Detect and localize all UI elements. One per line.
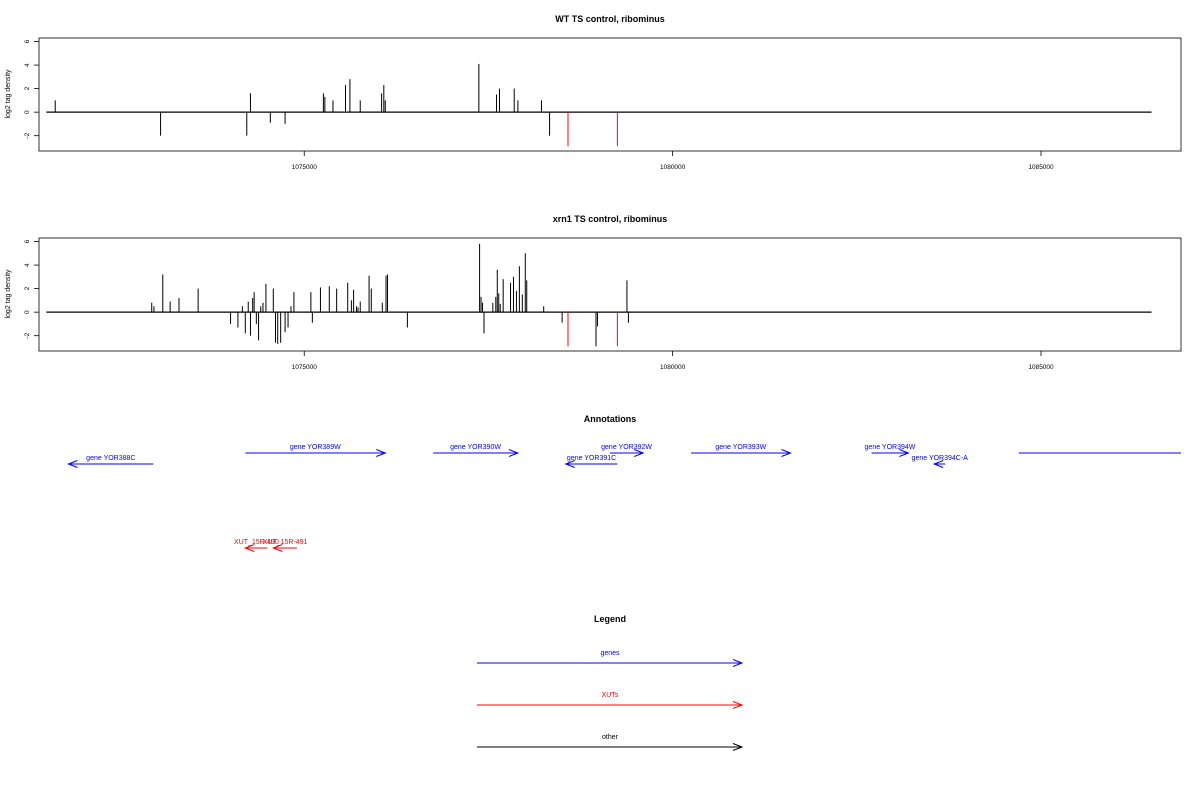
xrn1-track-title: xrn1 TS control, ribominus (553, 214, 668, 224)
wt-plot-frame (38, 37, 1182, 152)
xrn1-x-tick-label: 1085000 (1028, 364, 1054, 371)
gene-arrow-head (67, 460, 78, 468)
wt-y-tick-label: 0 (24, 110, 31, 114)
xrn1-density-bars (46, 243, 1152, 347)
gene-arrow-head (376, 449, 387, 457)
gene-arrow-head (508, 449, 520, 457)
legend-arrow-head (732, 743, 744, 751)
xrn1-y-tick-label: 0 (24, 310, 31, 314)
xut-arrow-head (243, 544, 255, 552)
gene-arrow-head (781, 449, 792, 457)
wt-y-axis-label: log2 tag density (5, 69, 12, 119)
wt-y-tick-label: 6 (24, 39, 31, 43)
xrn1-y-tick-label: 6 (24, 239, 31, 243)
wt-x-axis: 1075000 1080000 1085000 (292, 151, 1054, 171)
wt-y-tick-label: -2 (24, 132, 31, 138)
xrn1-y-axis-label: log2 tag density (5, 269, 12, 319)
gene-label: gene YOR390W (450, 444, 501, 451)
wt-y-tick-label: 4 (24, 63, 31, 67)
xrn1-x-axis: 1075000 1080000 1085000 (292, 351, 1054, 371)
xrn1-plot-frame (38, 237, 1182, 352)
legend-label: XUTs (602, 692, 619, 699)
wt-track-title: WT TS control, ribominus (555, 14, 665, 24)
gene-arrow-head (633, 449, 645, 457)
legend-label: genes (600, 650, 620, 657)
wt-x-tick-label: 1080000 (660, 164, 686, 171)
gene-label: gene YOR394W (865, 444, 916, 451)
xrn1-x-tick-label: 1075000 (292, 364, 318, 371)
xrn1-y-tick-label: -2 (24, 332, 31, 338)
xut-label: XUT_15R-491 (263, 539, 308, 546)
gene-label: gene YOR388C (86, 455, 135, 462)
gene-label: gene YOR389W (290, 444, 341, 451)
gene-arrow-head (899, 449, 910, 457)
legend-arrow-head (732, 701, 744, 709)
gene-label: gene YOR391C (567, 455, 616, 462)
wt-y-axis: -2 0 2 4 6 (24, 39, 39, 139)
gene-label: gene YOR392W (601, 444, 652, 451)
legend-panel: Legend genes XUTs other (477, 614, 744, 751)
wt-x-tick-label: 1085000 (1028, 164, 1054, 171)
gene-label: gene YOR394C-A (912, 455, 969, 462)
xut-arrow-head (271, 544, 283, 552)
wt-track-panel: WT TS control, ribominus log2 tag densit… (5, 14, 1182, 171)
gene-label: gene YOR393W (715, 444, 766, 451)
wt-density-bars (46, 63, 1152, 147)
xrn1-track-panel: xrn1 TS control, ribominus log2 tag dens… (5, 214, 1182, 371)
annotations-title: Annotations (584, 414, 637, 424)
xrn1-y-tick-label: 4 (24, 263, 31, 267)
gene-arrow-head (932, 460, 944, 468)
gene-features: gene YOR388C gene YOR389W gene YOR390W gene… (67, 444, 1181, 468)
xrn1-y-tick-label: 2 (24, 286, 31, 290)
legend-arrow-head (732, 659, 744, 667)
wt-x-tick-label: 1075000 (292, 164, 318, 171)
wt-y-tick-label: 2 (24, 86, 31, 90)
legend-label: other (602, 734, 619, 741)
xrn1-y-axis: -2 0 2 4 6 (24, 239, 39, 339)
xut-label: XUT_15R-490 (234, 539, 279, 546)
xrn1-x-tick-label: 1080000 (660, 364, 686, 371)
legend-items: genes XUTs other (477, 650, 744, 751)
legend-title: Legend (594, 614, 626, 624)
gene-arrow-head (564, 460, 575, 468)
